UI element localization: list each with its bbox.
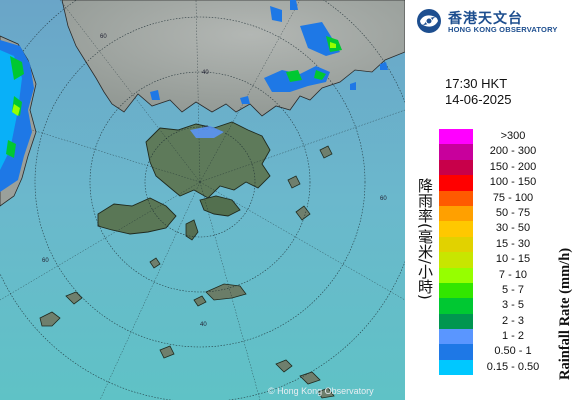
legend-swatch (439, 282, 473, 299)
range-ring-label-40: 40 (202, 70, 209, 76)
legend-label: 200 - 300 (489, 145, 537, 158)
range-ring-label-60: 60 (100, 34, 107, 40)
legend-swatch (439, 175, 473, 191)
radar-map-svg: 20 40 60 60 40 60 (0, 0, 405, 400)
legend-label: 15 - 30 (495, 237, 531, 250)
rain-echo-west-heavy (12, 104, 20, 116)
legend-swatch (439, 221, 473, 237)
legend-panel: 香港天文台 HONG KONG OBSERVATORY 17:30 HKT 14… (405, 0, 577, 400)
legend-label: 50 - 75 (495, 206, 531, 219)
legend-labels: >300 200 - 300 150 - 200 100 - 150 75 - 100 5… (473, 129, 553, 375)
rain-echoes (0, 0, 388, 192)
range-rings (0, 0, 405, 400)
rain-echo-kowloon (190, 126, 224, 138)
range-ring-40 (89, 71, 311, 293)
observatory-logo-icon (417, 9, 441, 33)
hk-island-land (199, 195, 241, 217)
legend-label: 2 - 3 (501, 314, 524, 327)
east-islands-land (287, 145, 333, 221)
observatory-name-cn: 香港天文台 (448, 11, 523, 27)
timestamp: 17:30 HKT 14-06-2025 (445, 76, 512, 108)
legend-swatch (439, 236, 473, 253)
legend-label: >300 (500, 130, 526, 142)
legend-label: 150 - 200 (489, 160, 537, 173)
legend-title-en: Rainfall Rate (mm/h) (557, 247, 573, 380)
radar-map: 20 40 60 60 40 60 (0, 0, 405, 400)
legend-label: 100 - 150 (489, 176, 537, 189)
rain-echo-west-light (0, 50, 22, 170)
legend-swatch (439, 252, 473, 268)
timestamp-time: 17:30 HKT (445, 76, 508, 91)
legend-color-bar (439, 129, 473, 376)
map-copyright: © Hong Kong Observatory (268, 386, 374, 396)
legend-swatch (439, 129, 473, 145)
legend-label: 0.15 - 0.50 (486, 360, 540, 373)
legend-title-cn: 降雨率(毫米/小時) (416, 178, 434, 300)
legend-swatch (439, 190, 473, 206)
timestamp-date: 14-06-2025 (445, 92, 512, 107)
legend-label: 7 - 10 (498, 268, 528, 281)
range-ring-20 (144, 126, 256, 238)
legend-swatch (439, 313, 473, 330)
southwest-islands-land (65, 257, 175, 359)
legend-swatch (439, 144, 473, 160)
range-ring-60 (34, 16, 366, 348)
legend-label: 10 - 15 (495, 253, 531, 266)
new-territories-land (145, 121, 271, 199)
legend-swatch (439, 159, 473, 176)
range-ring-label-60-east: 60 (380, 196, 387, 202)
legend-swatch (439, 329, 473, 345)
rain-echo-northeast-moderate (286, 70, 326, 82)
legend-label: 75 - 100 (492, 191, 534, 204)
range-ring-label-40-south: 40 (200, 322, 207, 328)
legend-swatch (439, 298, 473, 314)
rain-echo-north-heavy (330, 42, 336, 48)
observatory-name-en: HONG KONG OBSERVATORY (448, 25, 558, 34)
legend-label: 0.50 - 1 (494, 345, 532, 358)
legend-swatch (439, 205, 473, 222)
west-islet-land (39, 311, 61, 327)
south-islet-land (193, 295, 207, 307)
legend-label: 3 - 5 (501, 299, 524, 312)
legend-label: 30 - 50 (495, 222, 531, 235)
south-island-land (205, 283, 247, 301)
lantau-island-land (97, 197, 177, 235)
rain-echo-north (270, 0, 340, 56)
legend-swatch (439, 344, 473, 360)
legend-swatch (439, 359, 473, 376)
legend-swatch (439, 267, 473, 283)
legend-label: 5 - 7 (501, 283, 524, 296)
radial-spokes (0, 0, 405, 400)
observatory-logo: 香港天文台 HONG KONG OBSERVATORY (414, 6, 574, 36)
lamma-island-land (185, 219, 199, 241)
range-ring-label-60-west: 60 (42, 258, 49, 264)
legend-label: 1 - 2 (501, 330, 524, 343)
